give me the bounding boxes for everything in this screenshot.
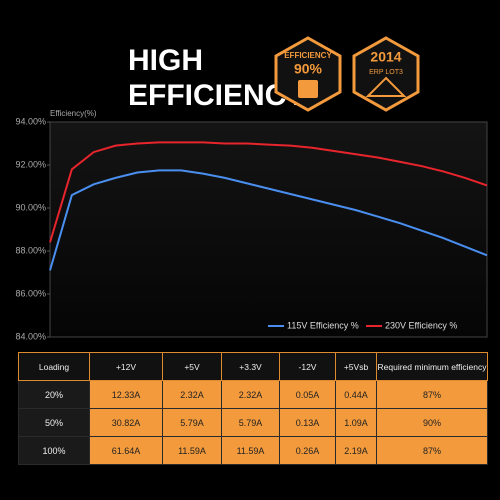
table-cell: 5.79A xyxy=(162,408,222,437)
legend-label: 115V Efficiency % xyxy=(287,320,359,330)
table-cell: 5.79A xyxy=(221,408,280,437)
column-header: Loading xyxy=(18,352,90,381)
badge-icon xyxy=(365,76,407,97)
spec-table: Loading +12V +5V +3.3V -12V +5Vsb Required min… xyxy=(18,352,488,465)
badge-shape xyxy=(352,36,420,112)
table-cell: 11.59A xyxy=(162,436,222,465)
table-cell: 1.09A xyxy=(335,408,377,437)
column-header: +5V xyxy=(162,352,222,381)
badge-shape xyxy=(274,36,342,112)
chart: HIGH EFFICIENCY EFFICIENCY 90% 2014 ERP … xyxy=(15,36,488,341)
badge-icon xyxy=(298,80,318,98)
legend-label: 230V Efficiency % xyxy=(385,320,457,330)
table-cell: 50% xyxy=(18,408,90,437)
table-row: Loading +12V +5V +3.3V -12V +5Vsb Required min… xyxy=(18,352,488,381)
column-header: +5Vsb xyxy=(335,352,377,381)
y-tick-label: 86.00% xyxy=(15,288,46,298)
y-tick-label: 84.00% xyxy=(15,331,46,341)
table-cell: 0.05A xyxy=(279,380,336,409)
table-row: 50% 30.82A 5.79A 5.79A 0.13A 1.09A 90% xyxy=(18,408,488,437)
series-line xyxy=(49,141,488,243)
badge: EFFICIENCY 90% xyxy=(274,36,342,112)
table-cell: 0.13A xyxy=(279,408,336,437)
plot-area xyxy=(49,121,488,338)
title-line: HIGH xyxy=(128,44,203,77)
y-axis-label: Efficiency(%) xyxy=(50,109,97,118)
table-row: 20% 12.33A 2.32A 2.32A 0.05A 0.44A 87% xyxy=(18,380,488,409)
table-cell: 30.82A xyxy=(89,408,163,437)
table-cell: 2.32A xyxy=(221,380,280,409)
column-header: +12V xyxy=(89,352,163,381)
badge-text: 2014 xyxy=(370,49,401,65)
y-tick-label: 90.00% xyxy=(15,202,46,212)
table-cell: 87% xyxy=(376,436,488,465)
table-cell: 87% xyxy=(376,380,488,409)
badge-text: 90% xyxy=(294,61,323,77)
column-header: +3.3V xyxy=(221,352,280,381)
table-cell: 90% xyxy=(376,408,488,437)
badge-text: ERP LOT3 xyxy=(369,69,403,76)
table-cell: 12.33A xyxy=(89,380,163,409)
badge: 2014 ERP LOT3 xyxy=(352,36,420,112)
table-cell: 0.26A xyxy=(279,436,336,465)
column-header: -12V xyxy=(279,352,336,381)
table-cell: 2.19A xyxy=(335,436,377,465)
badge-text: EFFICIENCY xyxy=(284,51,332,60)
table-cell: 2.32A xyxy=(162,380,222,409)
y-tick-label: 88.00% xyxy=(15,245,46,255)
table-cell: 0.44A xyxy=(335,380,377,409)
column-header: Required minimum efficiency xyxy=(376,352,488,381)
y-tick-label: 94.00% xyxy=(15,116,46,126)
table-row: 100% 61.64A 11.59A 11.59A 0.26A 2.19A 87% xyxy=(18,436,488,465)
table-cell: 100% xyxy=(18,436,90,465)
table-cell: 20% xyxy=(18,380,90,409)
series-line xyxy=(49,169,488,271)
y-tick-label: 92.00% xyxy=(15,159,46,169)
table-cell: 11.59A xyxy=(221,436,280,465)
table-cell: 61.64A xyxy=(89,436,163,465)
